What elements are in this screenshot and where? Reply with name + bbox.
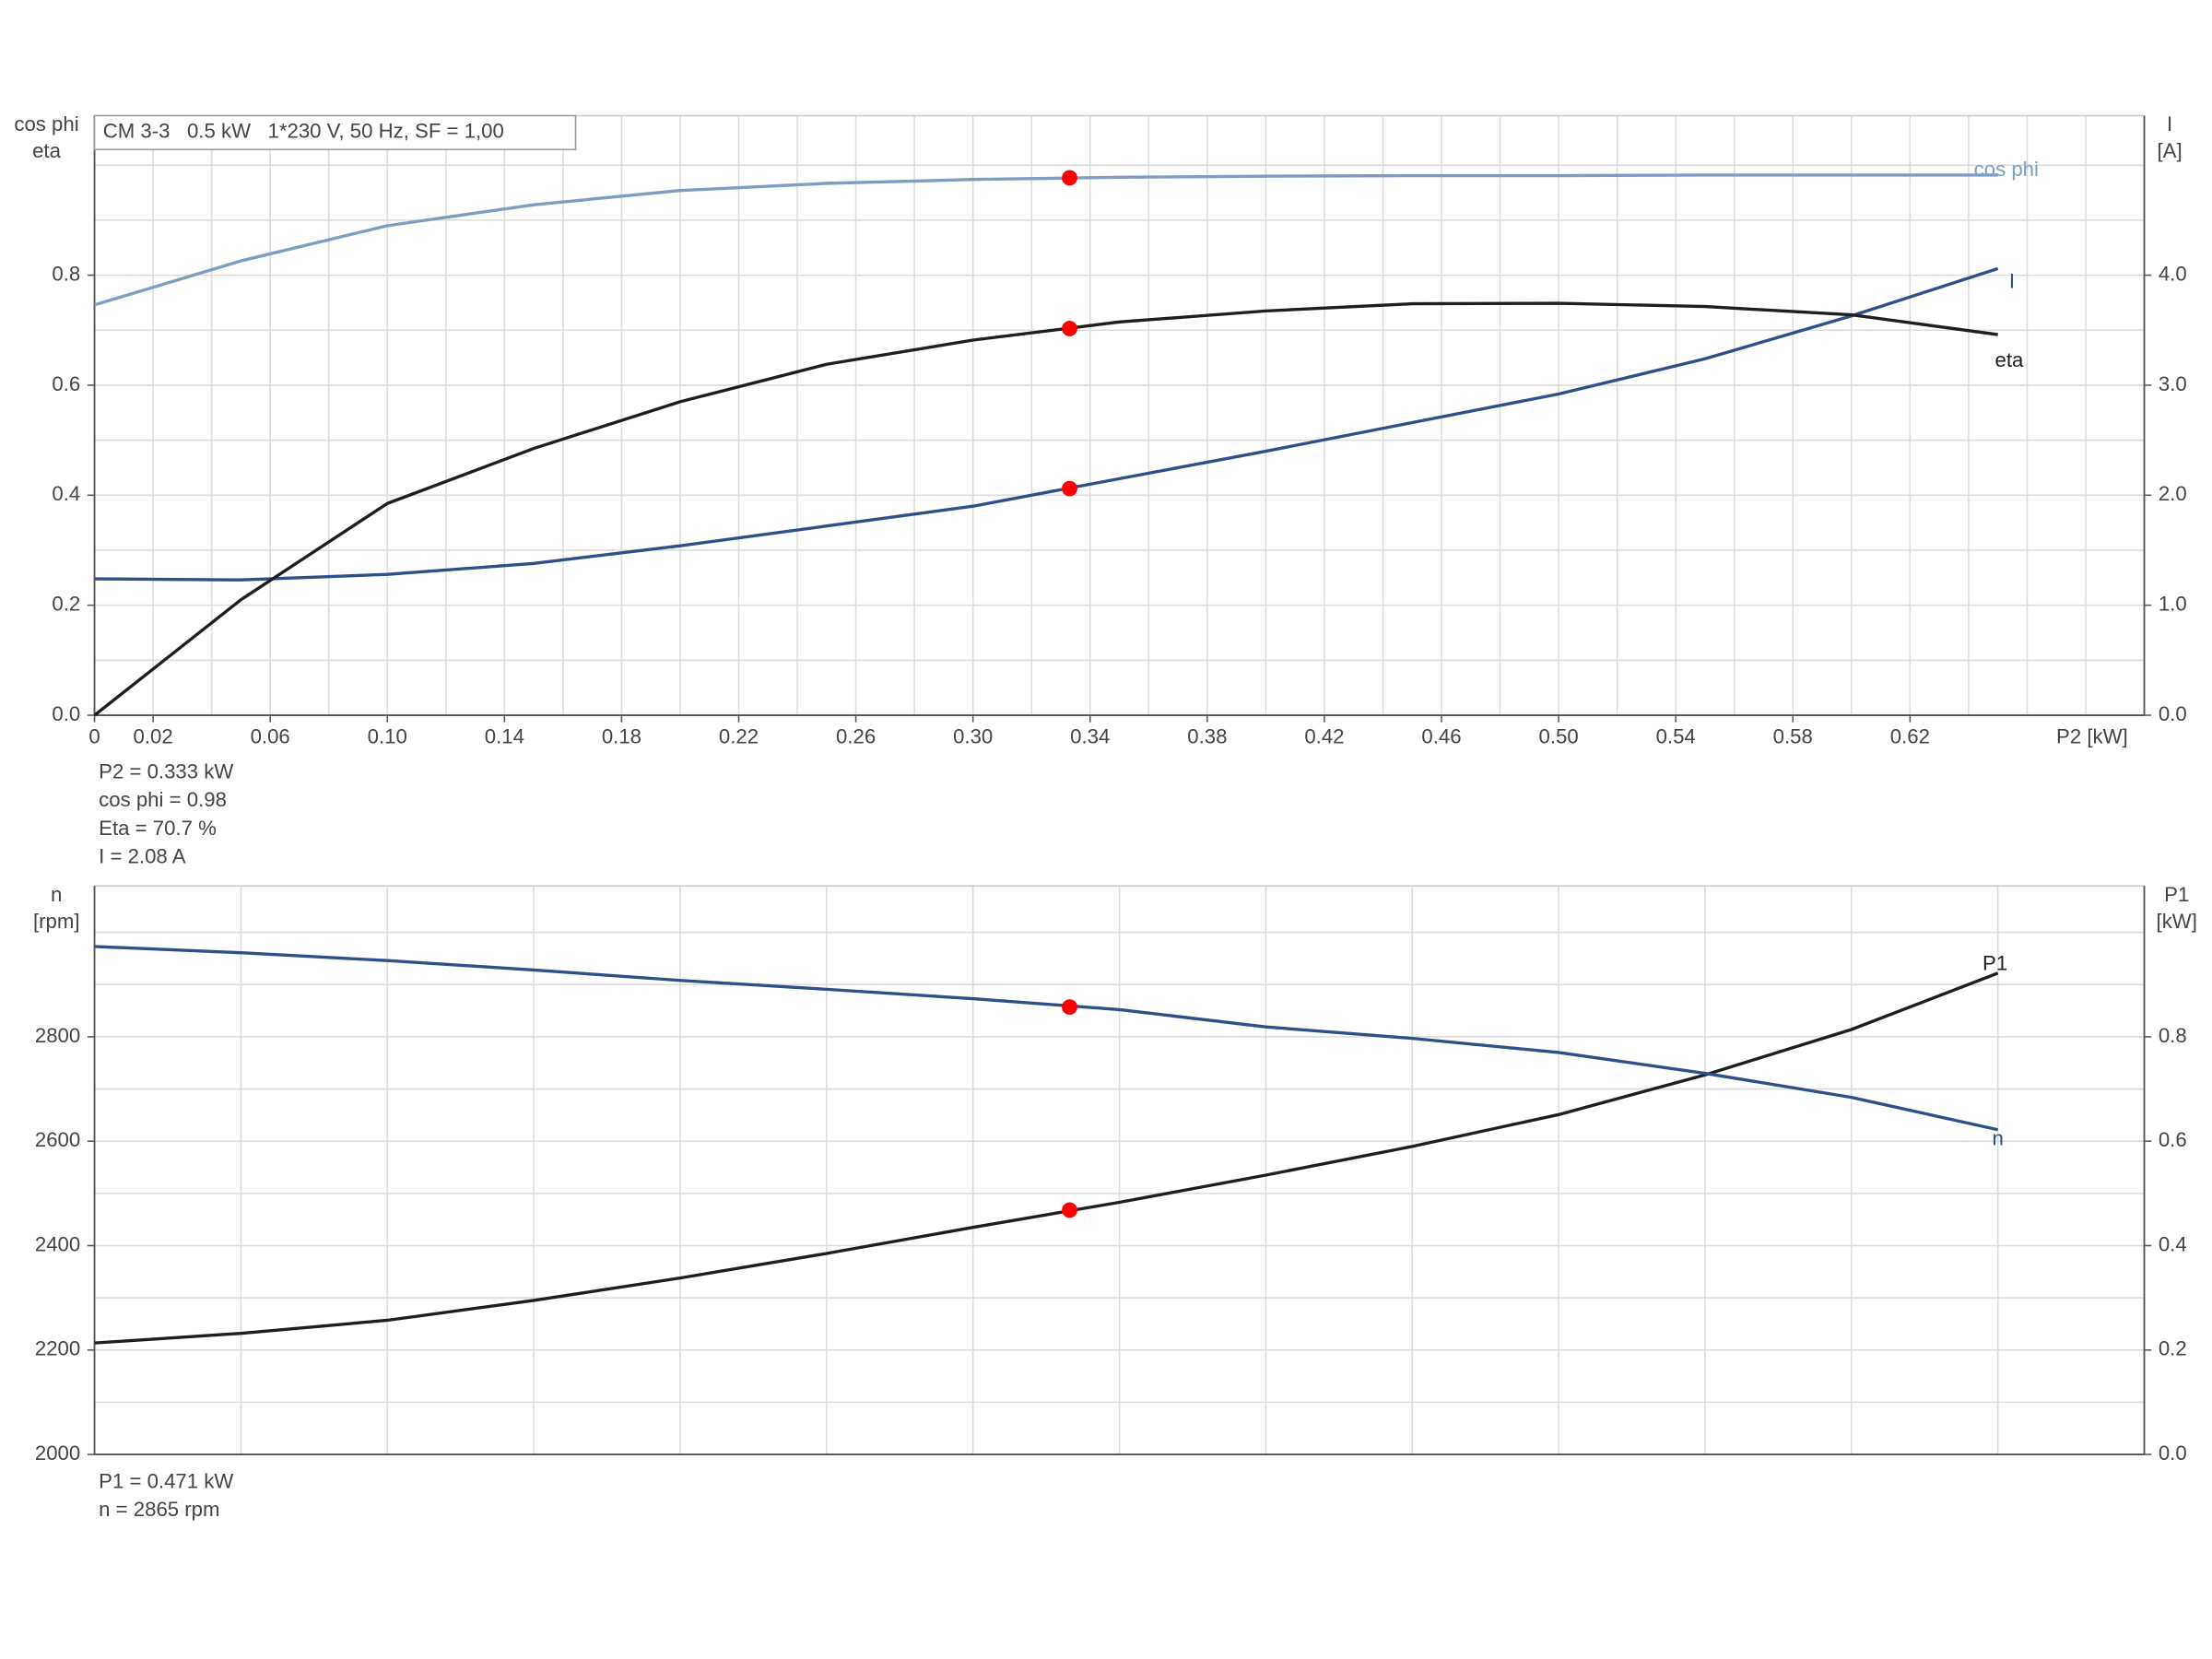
y2-tick-label: 0.6 xyxy=(2159,1128,2187,1151)
x-tick-label: 0.14 xyxy=(485,724,524,747)
title-box xyxy=(93,114,577,151)
y2-axis-label: P1 xyxy=(2164,883,2189,906)
x-tick-label: 0.42 xyxy=(1304,724,1344,747)
operating-point xyxy=(1062,480,1077,497)
series-label: cos phi xyxy=(1974,158,2039,181)
readout: Eta = 70.7 % xyxy=(99,817,217,840)
series-label: P1 xyxy=(1983,951,2007,974)
readout: n = 2865 rpm xyxy=(99,1498,219,1521)
readout: I = 2.08 A xyxy=(99,844,186,867)
y2-tick-label: 0.0 xyxy=(2159,1441,2187,1465)
y-tick-label: 0.2 xyxy=(52,593,80,616)
readout: P2 = 0.333 kW xyxy=(99,760,233,783)
chart-title: CM 3-3 0.5 kW 1*230 V, 50 Hz, SF = 1,00 xyxy=(103,120,504,143)
operating-point xyxy=(1062,321,1077,336)
y-tick-label: 0.8 xyxy=(52,262,80,285)
series-label: I xyxy=(2009,270,2015,293)
x-tick-label: 0.58 xyxy=(1773,724,1813,747)
x-tick-label: 0.34 xyxy=(1070,724,1110,747)
x-tick-label: 0.30 xyxy=(953,724,993,747)
y2-axis-label: I xyxy=(2167,112,2172,135)
x-tick-label: 0.18 xyxy=(602,724,641,747)
x-tick-label: 0.22 xyxy=(719,724,759,747)
y2-tick-label: 0.2 xyxy=(2159,1337,2187,1360)
x-tick-label: 0.46 xyxy=(1421,724,1461,747)
y-tick-label: 2400 xyxy=(35,1232,80,1255)
y-tick-label: 0.4 xyxy=(52,482,80,505)
readout: cos phi = 0.98 xyxy=(99,788,227,811)
x-tick-label: 0.38 xyxy=(1187,724,1227,747)
series-label: eta xyxy=(1994,348,2024,371)
series-line xyxy=(94,173,1998,307)
y-tick-label: 0.0 xyxy=(52,702,80,725)
plot-frame xyxy=(93,114,2146,716)
series-line xyxy=(94,266,1999,582)
y-tick-label: 0.6 xyxy=(52,372,80,395)
series-label: n xyxy=(1993,1126,2004,1149)
y2-tick-label: 3.0 xyxy=(2159,372,2187,395)
y-tick-label: 2200 xyxy=(35,1337,80,1360)
x-tick-label: 0.02 xyxy=(133,724,172,747)
y-axis-label: [rpm] xyxy=(33,910,80,933)
y2-tick-label: 0.8 xyxy=(2159,1024,2187,1047)
x-axis-label: P2 [kW] xyxy=(2056,724,2128,747)
x-tick-label: 0.26 xyxy=(836,724,876,747)
operating-point xyxy=(1062,999,1077,1016)
y-axis-label: n xyxy=(51,883,62,906)
x-tick-label: 0 xyxy=(88,724,100,747)
x-tick-label: 0.10 xyxy=(368,724,407,747)
y2-axis-label: [A] xyxy=(2158,139,2183,162)
y-axis-label: cos phi xyxy=(14,112,78,135)
operating-point xyxy=(1062,1202,1077,1218)
readout: P1 = 0.471 kW xyxy=(99,1470,233,1493)
series-line xyxy=(93,301,1998,717)
series-line xyxy=(94,971,1999,1345)
y2-tick-label: 2.0 xyxy=(2159,482,2187,505)
y2-tick-label: 0.0 xyxy=(2159,702,2187,725)
y2-tick-label: 4.0 xyxy=(2159,262,2187,285)
x-tick-label: 0.54 xyxy=(1656,724,1696,747)
y-tick-label: 2000 xyxy=(35,1441,80,1465)
y2-axis-label: [kW] xyxy=(2157,910,2197,933)
y-tick-label: 2800 xyxy=(35,1024,80,1047)
y2-tick-label: 1.0 xyxy=(2159,593,2187,616)
y-axis-label: eta xyxy=(32,139,62,162)
y2-tick-label: 0.4 xyxy=(2159,1232,2187,1255)
operating-point xyxy=(1062,170,1077,186)
y-tick-label: 2600 xyxy=(35,1128,80,1151)
x-tick-label: 0.62 xyxy=(1890,724,1930,747)
x-tick-label: 0.06 xyxy=(251,724,290,747)
series-line xyxy=(94,945,1999,1132)
x-tick-label: 0.50 xyxy=(1539,724,1579,747)
